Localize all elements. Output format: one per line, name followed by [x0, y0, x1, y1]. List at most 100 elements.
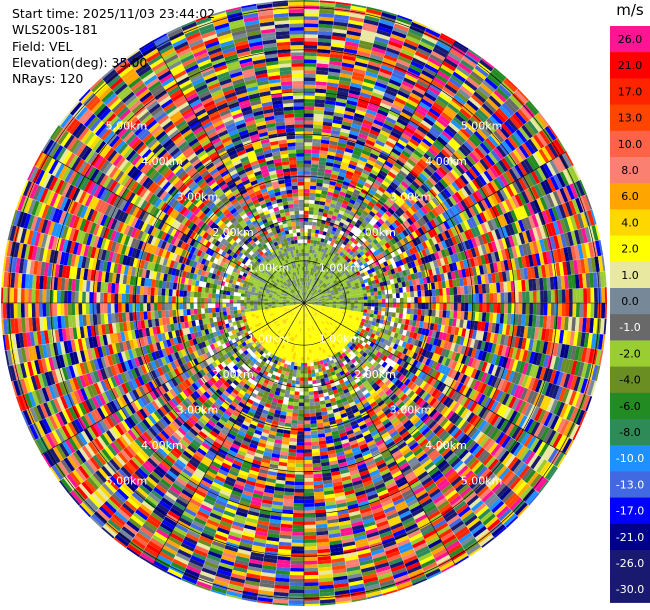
gate — [374, 81, 388, 89]
gate — [356, 163, 365, 170]
gate — [479, 293, 483, 303]
gate — [568, 288, 573, 303]
gate — [313, 289, 316, 293]
gate — [377, 173, 386, 181]
gate — [322, 242, 327, 247]
gate — [312, 462, 322, 468]
gate — [334, 220, 340, 226]
gate — [402, 42, 418, 51]
gate — [304, 292, 306, 296]
gate — [329, 57, 343, 63]
gate — [445, 105, 458, 117]
gate — [379, 19, 395, 27]
gate — [314, 203, 320, 209]
gate — [364, 15, 380, 23]
gate — [464, 303, 469, 312]
gate — [322, 252, 326, 257]
gate — [357, 305, 362, 309]
gate — [338, 80, 351, 86]
gate — [363, 296, 368, 300]
gate — [404, 73, 418, 83]
gate — [338, 210, 345, 216]
gate — [368, 60, 382, 68]
gate — [309, 398, 315, 403]
gate — [360, 309, 364, 313]
gate — [375, 78, 389, 86]
gate — [382, 123, 394, 131]
gate — [308, 285, 311, 290]
gate — [318, 255, 322, 260]
gate — [416, 161, 426, 170]
gate — [446, 303, 451, 311]
gate — [348, 231, 354, 237]
gate — [316, 282, 320, 287]
gate — [304, 181, 311, 186]
gate — [347, 303, 351, 306]
gate — [319, 251, 324, 256]
gate — [309, 203, 315, 208]
gate — [435, 288, 440, 296]
gate — [359, 36, 375, 44]
gate — [468, 294, 472, 303]
gate — [374, 36, 389, 44]
gate — [304, 178, 311, 182]
gate — [312, 221, 317, 226]
gate — [422, 116, 435, 127]
gate — [308, 207, 314, 212]
gate — [343, 298, 348, 301]
gate — [378, 133, 389, 141]
gate — [375, 32, 391, 41]
gate — [357, 195, 365, 202]
gate — [455, 91, 469, 103]
gate — [375, 112, 387, 120]
gate — [334, 105, 346, 111]
gate — [305, 338, 309, 343]
gate — [352, 216, 359, 223]
gate — [329, 260, 334, 266]
gate — [360, 152, 370, 160]
gate — [438, 114, 451, 125]
gate — [323, 110, 334, 116]
gate — [374, 306, 379, 311]
gate — [389, 303, 393, 308]
gate — [345, 37, 360, 44]
gate — [353, 116, 364, 123]
gate — [334, 108, 345, 114]
gate — [350, 5, 367, 12]
gate — [456, 311, 461, 320]
gate — [327, 228, 332, 234]
gate — [312, 138, 321, 144]
gate — [339, 298, 344, 302]
gate — [379, 102, 392, 110]
gate — [311, 448, 320, 453]
gate — [304, 34, 318, 39]
gate — [379, 67, 393, 76]
gate — [357, 99, 370, 106]
gate — [358, 225, 365, 232]
gate — [352, 119, 363, 126]
gate — [326, 250, 331, 255]
gate — [323, 239, 328, 244]
gate — [525, 291, 530, 303]
gate — [319, 9, 335, 15]
gate — [317, 171, 325, 177]
gate — [463, 285, 469, 295]
gate — [364, 194, 372, 202]
gate — [367, 105, 379, 113]
gate — [413, 291, 418, 298]
gate — [377, 156, 387, 164]
gate — [396, 303, 400, 308]
gate — [338, 172, 346, 178]
gate — [317, 45, 331, 50]
gate — [388, 154, 398, 162]
gate — [324, 107, 335, 113]
gate — [568, 303, 573, 317]
gate — [518, 303, 523, 315]
gate — [304, 120, 314, 125]
gate — [378, 71, 392, 79]
gate — [382, 163, 392, 172]
gate — [354, 61, 368, 68]
gate — [328, 206, 335, 212]
gate — [311, 160, 319, 165]
gate — [452, 116, 465, 128]
